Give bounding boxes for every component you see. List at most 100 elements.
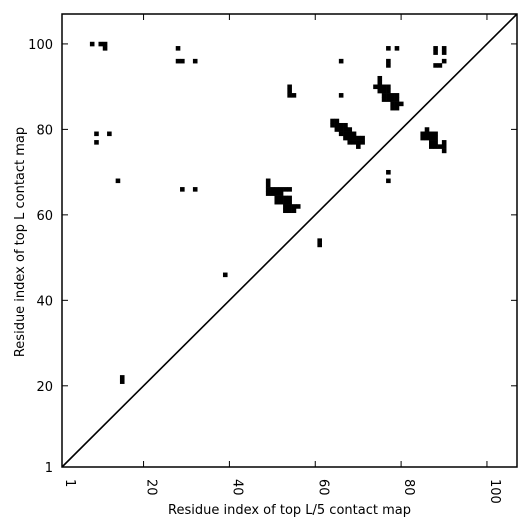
contact-cell: [274, 195, 280, 201]
contact-cell: [274, 191, 280, 196]
contact-cell: [343, 131, 348, 137]
x-tick-label: 60: [315, 479, 330, 496]
contact-cell: [386, 93, 391, 98]
contact-cell: [334, 127, 340, 132]
contact-cell: [119, 379, 125, 384]
contact-cell: [386, 169, 391, 175]
contact-cell: [377, 88, 383, 94]
contact-cell: [433, 135, 438, 141]
contact-cell: [351, 140, 357, 145]
contact-cell: [330, 118, 335, 124]
contact-cell: [115, 178, 121, 184]
contact-cell: [287, 208, 292, 214]
contact-cell: [351, 135, 357, 141]
contact-cell: [356, 144, 361, 149]
contact-cell: [394, 101, 400, 107]
contact-cell: [180, 58, 185, 64]
contact-cell: [175, 58, 181, 64]
contact-cell: [317, 242, 322, 248]
contact-cell: [441, 148, 447, 154]
contact-cell: [192, 187, 198, 192]
diagonal-line: [61, 13, 518, 468]
contact-cell: [278, 199, 284, 205]
contact-cell: [386, 88, 391, 94]
contact-cell: [390, 93, 395, 98]
x-tick-label: 80: [401, 479, 416, 496]
contact-cell: [377, 84, 383, 90]
contact-cell: [278, 195, 284, 201]
contact-cell: [360, 135, 365, 141]
contact-cell: [424, 135, 430, 141]
contact-cell: [89, 41, 95, 47]
contact-cell: [265, 178, 271, 184]
contact-cell: [347, 131, 353, 137]
contact-cell: [429, 135, 434, 141]
contact-cell: [278, 191, 284, 196]
contact-cell: [343, 122, 348, 128]
contact-cell: [265, 182, 271, 188]
contact-cell: [334, 122, 340, 128]
contact-cell: [386, 84, 391, 90]
contact-cell: [287, 93, 292, 98]
contact-cell: [287, 84, 292, 90]
contact-cell: [441, 144, 447, 149]
contact-cell: [429, 131, 434, 137]
contact-cell: [351, 131, 357, 137]
contact-cell: [274, 187, 280, 192]
contact-cell: [334, 118, 340, 124]
contact-cell: [381, 93, 387, 98]
x-axis-label: Residue index of top L/5 contact map: [168, 503, 411, 518]
y-tick-label: 20: [36, 380, 53, 395]
contact-cell: [98, 41, 104, 47]
contact-cell: [437, 144, 443, 149]
contact-cell: [180, 187, 185, 192]
contact-cell: [278, 187, 284, 192]
y-tick-label: 1: [45, 461, 53, 476]
contact-cell: [192, 58, 198, 64]
contact-cell: [94, 131, 99, 137]
contact-cell: [222, 272, 228, 278]
y-axis-label: Residue index of top L contact map: [13, 127, 28, 357]
contact-cell: [274, 199, 280, 205]
contact-cell: [356, 140, 361, 145]
contact-cell: [390, 97, 395, 102]
contact-cell: [386, 46, 391, 51]
contact-cell: [330, 122, 335, 128]
contact-cell: [291, 204, 297, 209]
contact-cell: [394, 46, 400, 51]
contact-cell: [265, 187, 271, 192]
contact-cell: [377, 75, 383, 81]
contact-cell: [441, 58, 447, 64]
y-tick-label: 100: [28, 38, 53, 53]
contact-cell: [291, 208, 297, 214]
x-tick-label: 20: [144, 479, 159, 496]
contact-cell: [433, 140, 438, 145]
contact-cell: [287, 88, 292, 94]
plot-frame: [61, 13, 518, 468]
y-tick-label: 60: [36, 209, 53, 224]
contact-cell: [295, 204, 301, 209]
contact-cell: [441, 50, 447, 55]
contact-cell: [287, 195, 292, 201]
contact-cell: [437, 63, 443, 68]
contact-cell: [386, 97, 391, 102]
x-tick-label: 40: [229, 479, 244, 496]
contact-cell: [381, 84, 387, 90]
contact-cells: [89, 41, 447, 384]
y-tick-label: 40: [36, 294, 53, 309]
x-tick-label: 100: [487, 479, 502, 504]
contact-cell: [433, 131, 438, 137]
contact-cell: [424, 127, 430, 132]
contact-cell: [381, 97, 387, 102]
contact-cell: [429, 144, 434, 149]
contact-cell: [441, 46, 447, 51]
y-tick-label: 80: [36, 123, 53, 138]
contact-cell: [356, 135, 361, 141]
contact-cell: [390, 101, 395, 107]
contact-cell: [283, 187, 288, 192]
contact-cell: [338, 131, 344, 137]
contact-cell: [386, 58, 391, 64]
contact-cell: [386, 178, 391, 184]
contact-cell: [424, 131, 430, 137]
